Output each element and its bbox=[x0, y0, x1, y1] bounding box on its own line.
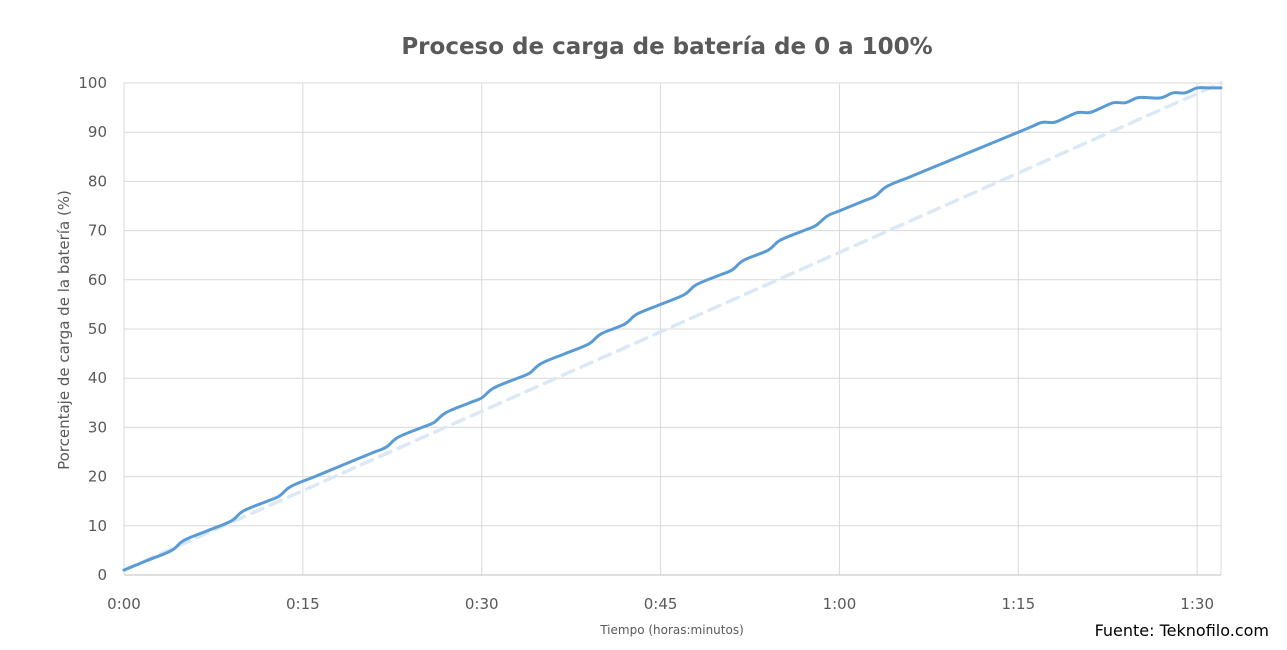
y-tick-label: 90 bbox=[88, 123, 107, 141]
source-credit: Fuente: Teknofilo.com bbox=[1095, 621, 1269, 640]
y-axis-title: Porcentaje de carga de la batería (%) bbox=[55, 190, 73, 470]
y-tick-label: 40 bbox=[88, 369, 107, 387]
series-line-charge bbox=[122, 86, 1223, 572]
y-tick-label: 80 bbox=[88, 172, 107, 190]
y-tick-label: 100 bbox=[78, 74, 107, 92]
y-tick-label: 30 bbox=[88, 418, 107, 436]
x-tick-label: 0:00 bbox=[107, 595, 141, 613]
x-axis-title: Tiempo (horas:minutos) bbox=[599, 623, 744, 637]
y-tick-label: 60 bbox=[88, 271, 107, 289]
x-tick-label: 0:45 bbox=[644, 595, 678, 613]
x-tick-label: 1:00 bbox=[823, 595, 857, 613]
gridlines bbox=[123, 82, 1222, 576]
y-tick-label: 0 bbox=[97, 566, 107, 584]
y-tick-label: 20 bbox=[88, 468, 107, 486]
x-tick-label: 0:30 bbox=[465, 595, 499, 613]
x-tick-label: 0:15 bbox=[286, 595, 320, 613]
series-line-reference bbox=[122, 81, 1223, 572]
y-tick-label: 50 bbox=[88, 320, 107, 338]
chart-title: Proceso de carga de batería de 0 a 100% bbox=[401, 34, 932, 60]
y-tick-label: 10 bbox=[88, 517, 107, 535]
x-tick-label: 1:30 bbox=[1180, 595, 1214, 613]
series-group bbox=[122, 81, 1223, 572]
x-tick-label: 1:15 bbox=[1001, 595, 1035, 613]
x-tick-labels: 0:00 0:15 0:30 0:45 1:00 1:15 1:30 bbox=[107, 595, 1214, 613]
y-tick-labels: 0 10 20 30 40 50 60 70 80 90 100 bbox=[78, 74, 107, 584]
y-tick-label: 70 bbox=[88, 222, 107, 240]
